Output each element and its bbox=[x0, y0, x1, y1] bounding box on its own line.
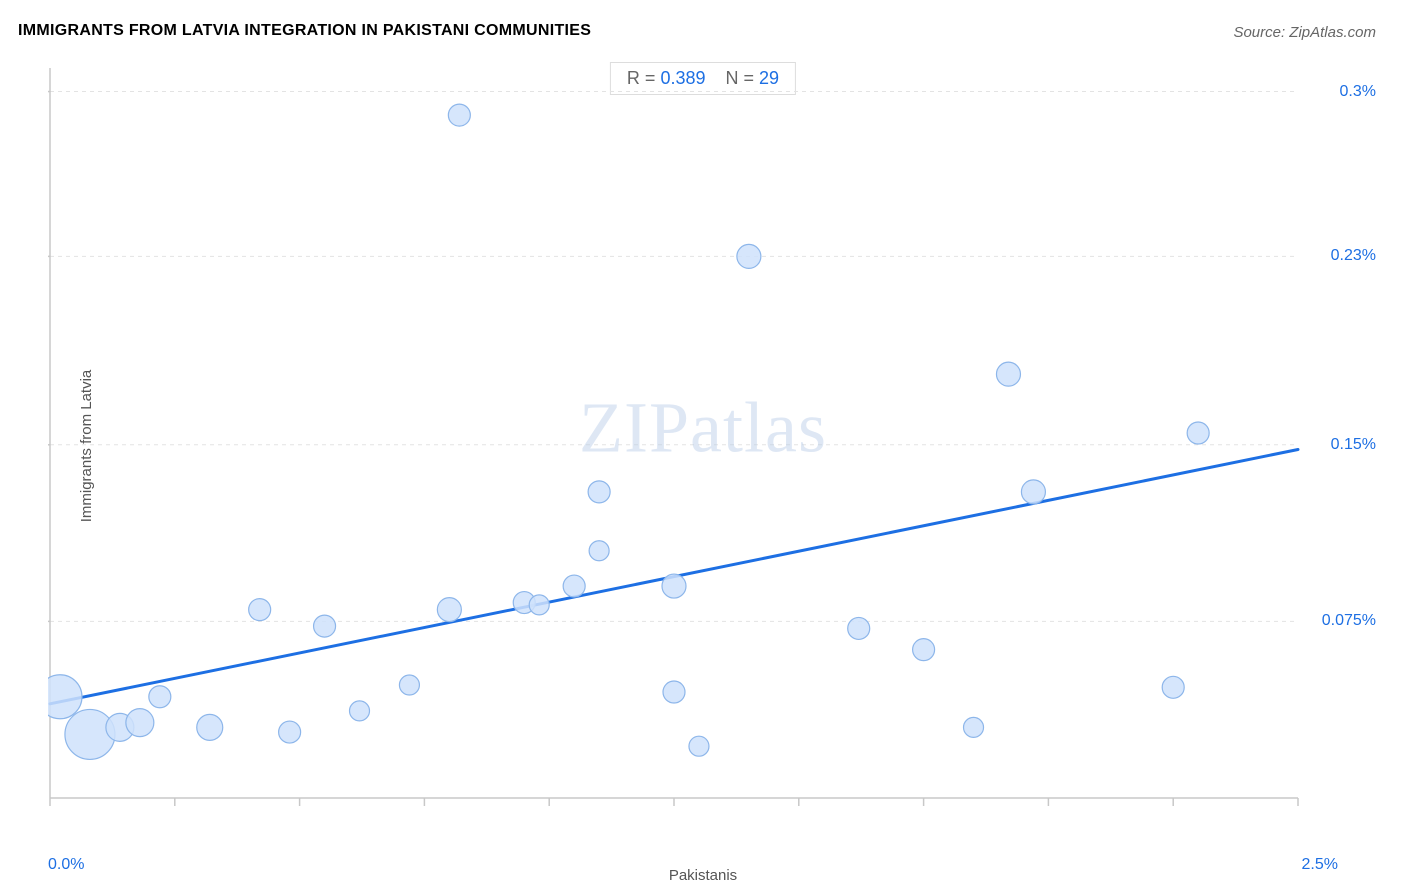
y-tick-label: 0.3% bbox=[1340, 83, 1376, 101]
chart-title: IMMIGRANTS FROM LATVIA INTEGRATION IN PA… bbox=[18, 22, 591, 40]
x-max-label: 2.5% bbox=[1302, 856, 1338, 874]
x-origin-label: 0.0% bbox=[48, 856, 84, 874]
y-tick-label: 0.15% bbox=[1331, 436, 1376, 454]
chart-container: IMMIGRANTS FROM LATVIA INTEGRATION IN PA… bbox=[0, 0, 1406, 892]
scatter-plot bbox=[48, 60, 1300, 826]
x-axis-label: Pakistanis bbox=[669, 867, 737, 884]
y-tick-label: 0.23% bbox=[1331, 247, 1376, 265]
y-tick-label: 0.075% bbox=[1322, 612, 1376, 630]
source-attribution: Source: ZipAtlas.com bbox=[1233, 24, 1376, 41]
